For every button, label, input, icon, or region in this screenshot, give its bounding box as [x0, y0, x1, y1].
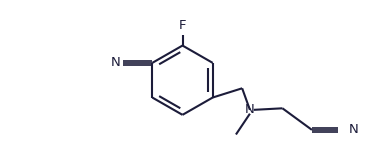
Text: N: N — [245, 103, 255, 116]
Text: N: N — [349, 123, 359, 136]
Text: F: F — [179, 20, 186, 32]
Text: N: N — [111, 56, 120, 69]
